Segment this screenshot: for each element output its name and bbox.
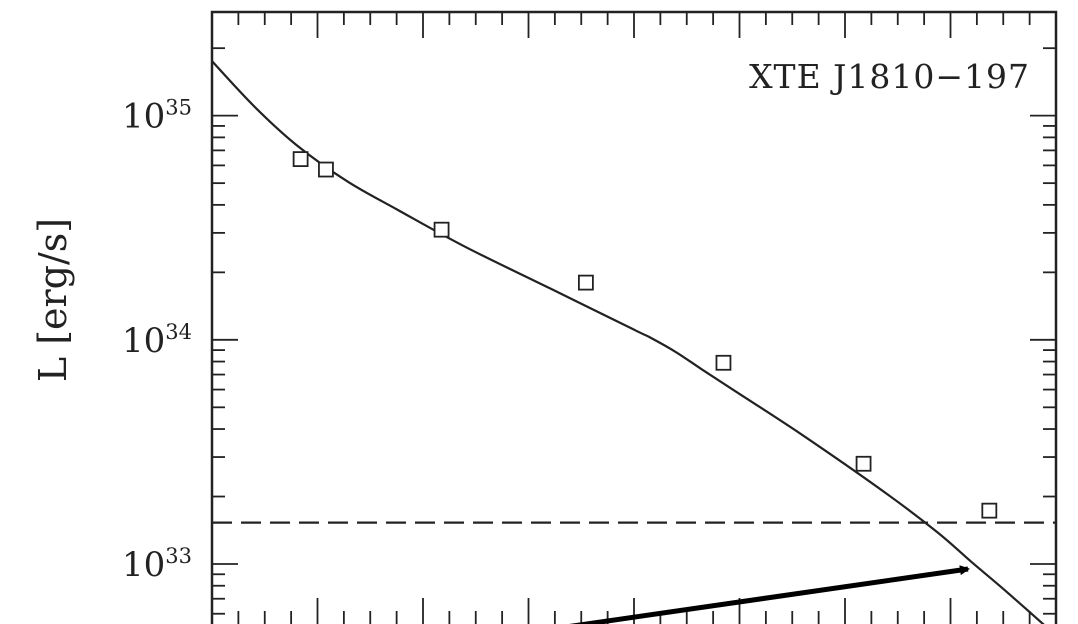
pointer-arrow (569, 565, 970, 624)
data-point-square (318, 161, 334, 178)
data-point-square (577, 274, 594, 291)
data-point-square (292, 151, 309, 168)
data-point-square (981, 502, 998, 519)
data-point-square (855, 455, 872, 472)
data-point-square (715, 354, 732, 371)
axis-ticks (212, 12, 1056, 624)
y-tick-label: 1035 (122, 96, 192, 137)
data-point-square (433, 221, 450, 238)
plot-frame (210, 10, 1058, 624)
data-points (292, 151, 998, 519)
y-tick-label: 1033 (122, 544, 192, 585)
y-tick-label: 1034 (122, 320, 192, 361)
source-name-annotation: XTE J1810−197 (749, 57, 1030, 96)
model-curve (211, 60, 1045, 624)
y-axis-label: L [erg/s] (31, 218, 75, 382)
y-tick-labels: 1035 1034 1033 (122, 96, 192, 585)
